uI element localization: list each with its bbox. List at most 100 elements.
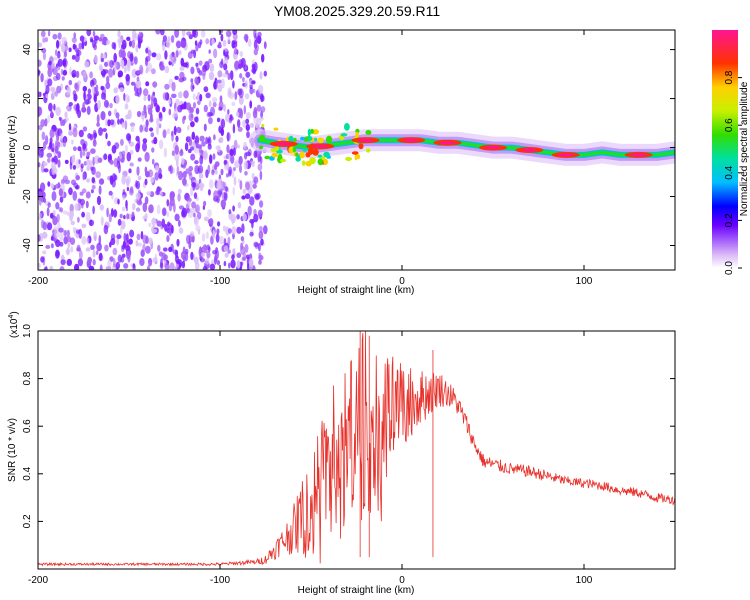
noise-blob: [208, 58, 213, 64]
noise-blob: [204, 61, 210, 71]
noise-blob: [109, 175, 114, 185]
noise-blob: [87, 88, 92, 95]
noise-blob: [228, 262, 231, 269]
noise-blob: [64, 50, 67, 58]
noise-blob: [195, 142, 199, 149]
noise-blob: [263, 41, 267, 49]
noise-blob: [157, 244, 161, 252]
noise-blob: [69, 66, 72, 76]
noise-blob: [114, 142, 120, 150]
noise-blob: [237, 144, 240, 149]
noise-blob: [102, 128, 107, 132]
noise-blob: [220, 127, 225, 137]
noise-blob: [229, 70, 234, 81]
noise-blob: [218, 30, 223, 34]
noise-blob: [223, 104, 227, 112]
noise-blob: [133, 56, 138, 65]
noise-blob: [137, 175, 142, 181]
noise-blob: [205, 231, 209, 240]
noise-blob: [205, 169, 209, 179]
noise-blob: [201, 141, 206, 147]
ridge-peak-core: [357, 138, 374, 142]
noise-blob: [244, 243, 249, 253]
noise-blob: [190, 82, 195, 92]
noise-blob: [55, 49, 58, 56]
noise-blob: [170, 35, 175, 43]
ridge-blob: [312, 129, 319, 135]
noise-blob: [174, 213, 180, 222]
noise-blob: [137, 157, 142, 162]
noise-blob: [51, 243, 54, 249]
noise-blob: [38, 262, 41, 269]
noise-blob: [125, 176, 131, 184]
noise-blob: [145, 119, 149, 128]
noise-blob: [72, 43, 77, 50]
noise-blob: [103, 69, 109, 74]
noise-blob: [116, 237, 119, 246]
noise-blob: [77, 80, 82, 85]
noise-blob: [123, 215, 126, 220]
noise-blob: [46, 207, 50, 217]
noise-blob: [38, 162, 41, 168]
noise-blob: [237, 119, 241, 128]
noise-blob: [96, 114, 100, 124]
noise-blob: [160, 190, 163, 197]
noise-blob: [220, 168, 224, 176]
noise-blob: [222, 73, 228, 78]
noise-blob: [147, 49, 152, 57]
noise-blob: [179, 149, 184, 157]
noise-blob: [58, 227, 64, 233]
noise-blob: [45, 244, 51, 249]
figure-title: YM08.2025.329.20.59.R11: [274, 3, 441, 19]
noise-blob: [101, 72, 106, 78]
noise-blob: [242, 213, 247, 222]
noise-blob: [220, 33, 224, 42]
noise-blob: [254, 194, 260, 201]
ridge-blob: [307, 128, 311, 137]
noise-blob: [55, 250, 60, 257]
noise-blob: [62, 69, 68, 76]
noise-blob: [186, 197, 192, 203]
snr-xtick-label: -200: [28, 575, 48, 586]
snr-ytick-label: 0.2: [22, 514, 33, 528]
noise-blob: [158, 112, 163, 122]
noise-blob: [162, 35, 167, 43]
noise-blob: [166, 199, 170, 207]
noise-blob: [177, 170, 184, 181]
noise-blob: [150, 132, 155, 138]
noise-blob: [97, 100, 101, 110]
noise-blob: [104, 61, 108, 67]
noise-blob: [135, 180, 141, 190]
noise-blob: [162, 129, 167, 139]
noise-blob: [92, 139, 97, 147]
noise-blob: [42, 250, 47, 255]
noise-blob: [56, 52, 61, 59]
noise-blob: [52, 216, 58, 226]
noise-blob: [61, 76, 65, 81]
noise-blob: [77, 258, 83, 267]
noise-blob: [128, 238, 133, 245]
noise-blob: [135, 207, 141, 212]
noise-blob: [95, 84, 99, 93]
noise-blob: [82, 143, 87, 150]
noise-blob: [189, 146, 195, 151]
noise-blob: [193, 116, 198, 123]
ridge-blob: [313, 137, 318, 142]
noise-blob: [38, 70, 41, 75]
noise-blob: [245, 71, 251, 78]
colorbar: 0.0 0.2 0.4 0.6 0.8 Normalized spectral ampl…: [712, 30, 750, 275]
ridge-blob: [299, 136, 305, 141]
noise-blob: [91, 185, 96, 190]
noise-blob: [68, 187, 73, 196]
noise-blob: [203, 248, 208, 254]
noise-blob: [199, 135, 205, 142]
noise-blob: [50, 183, 55, 189]
noise-blob: [236, 214, 240, 220]
noise-blob: [58, 116, 62, 121]
noise-blob: [73, 32, 76, 39]
noise-blob: [127, 109, 132, 120]
noise-blob: [187, 136, 192, 142]
noise-blob: [60, 259, 66, 266]
noise-blob: [199, 182, 203, 187]
